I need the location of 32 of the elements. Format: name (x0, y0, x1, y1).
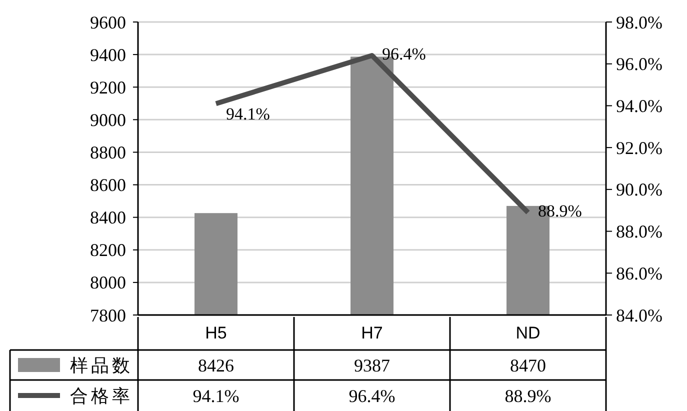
y-tick-label: 8200 (90, 240, 126, 260)
y-tick-label: 9200 (90, 77, 126, 98)
data-label: 88.9% (504, 386, 552, 406)
y2-tick-label: 94.0% (616, 96, 662, 116)
y-tick-label: 7800 (90, 305, 126, 326)
y-tick-label: 9600 (90, 12, 126, 32)
legend-label: 样品数 (70, 355, 133, 376)
text: 96.4% (382, 44, 426, 64)
data-label: 96.4% (348, 386, 396, 406)
data-label: 8426 (198, 355, 234, 376)
y2-tick-label: 86.0% (616, 263, 662, 284)
y-tick-label: 9000 (90, 110, 126, 130)
data-label: 9387 (354, 355, 390, 376)
y2-tick-label: 84.0% (616, 305, 662, 326)
data-label: 8470 (510, 355, 546, 376)
y-tick-label: 8400 (90, 208, 126, 228)
x-tick-label: H7 (361, 323, 383, 342)
y2-tick-label: 98.0% (616, 12, 662, 32)
y-tick-label: 8000 (90, 272, 126, 293)
y2-tick-label: 88.0% (616, 222, 662, 242)
text: 94.1% (226, 104, 270, 124)
y2-tick-label: 96.0% (616, 54, 662, 74)
x-tick-label: ND (516, 323, 540, 342)
y2-tick-label: 90.0% (616, 180, 662, 200)
y-tick-label: 8600 (90, 175, 126, 196)
x-tick-label: H5 (205, 323, 227, 342)
data-label: 94.1% (192, 386, 240, 406)
y2-tick-label: 92.0% (616, 138, 662, 158)
text: 88.9% (538, 201, 582, 220)
y-tick-label: 9400 (90, 44, 126, 65)
y-tick-label: 8800 (90, 142, 126, 163)
legend-label: 合格率 (70, 386, 133, 406)
